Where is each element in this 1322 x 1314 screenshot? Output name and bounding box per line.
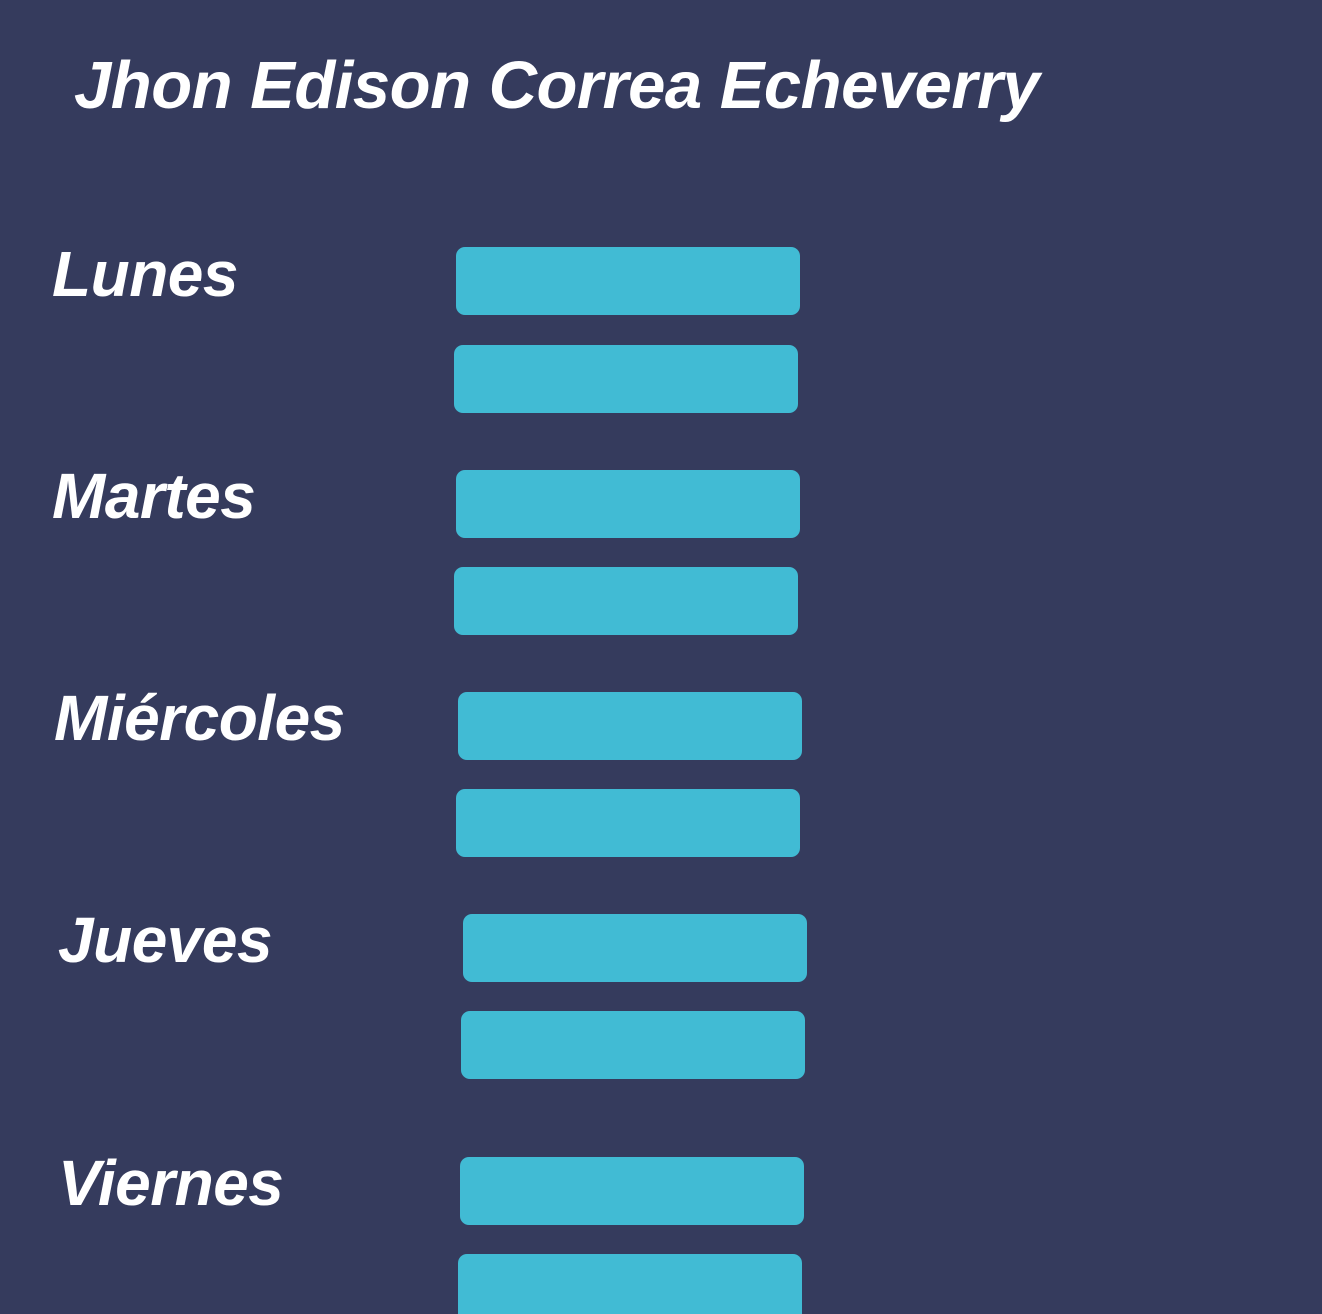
- lunes-slot-1-button[interactable]: [456, 247, 800, 315]
- lunes-slot-2-button[interactable]: [454, 345, 798, 413]
- martes-slot-1-button[interactable]: [456, 470, 800, 538]
- viernes-slot-2-button[interactable]: [458, 1254, 802, 1314]
- page-title: Jhon Edison Correa Echeverry: [74, 48, 1040, 123]
- day-label-martes: Martes: [52, 460, 256, 532]
- miercoles-slot-2-button[interactable]: [456, 789, 800, 857]
- day-label-jueves: Jueves: [58, 904, 273, 976]
- day-label-viernes: Viernes: [58, 1147, 284, 1219]
- day-label-miercoles: Miércoles: [54, 682, 345, 754]
- day-label-lunes: Lunes: [52, 238, 238, 310]
- martes-slot-2-button[interactable]: [454, 567, 798, 635]
- jueves-slot-2-button[interactable]: [461, 1011, 805, 1079]
- viernes-slot-1-button[interactable]: [460, 1157, 804, 1225]
- miercoles-slot-1-button[interactable]: [458, 692, 802, 760]
- jueves-slot-1-button[interactable]: [463, 914, 807, 982]
